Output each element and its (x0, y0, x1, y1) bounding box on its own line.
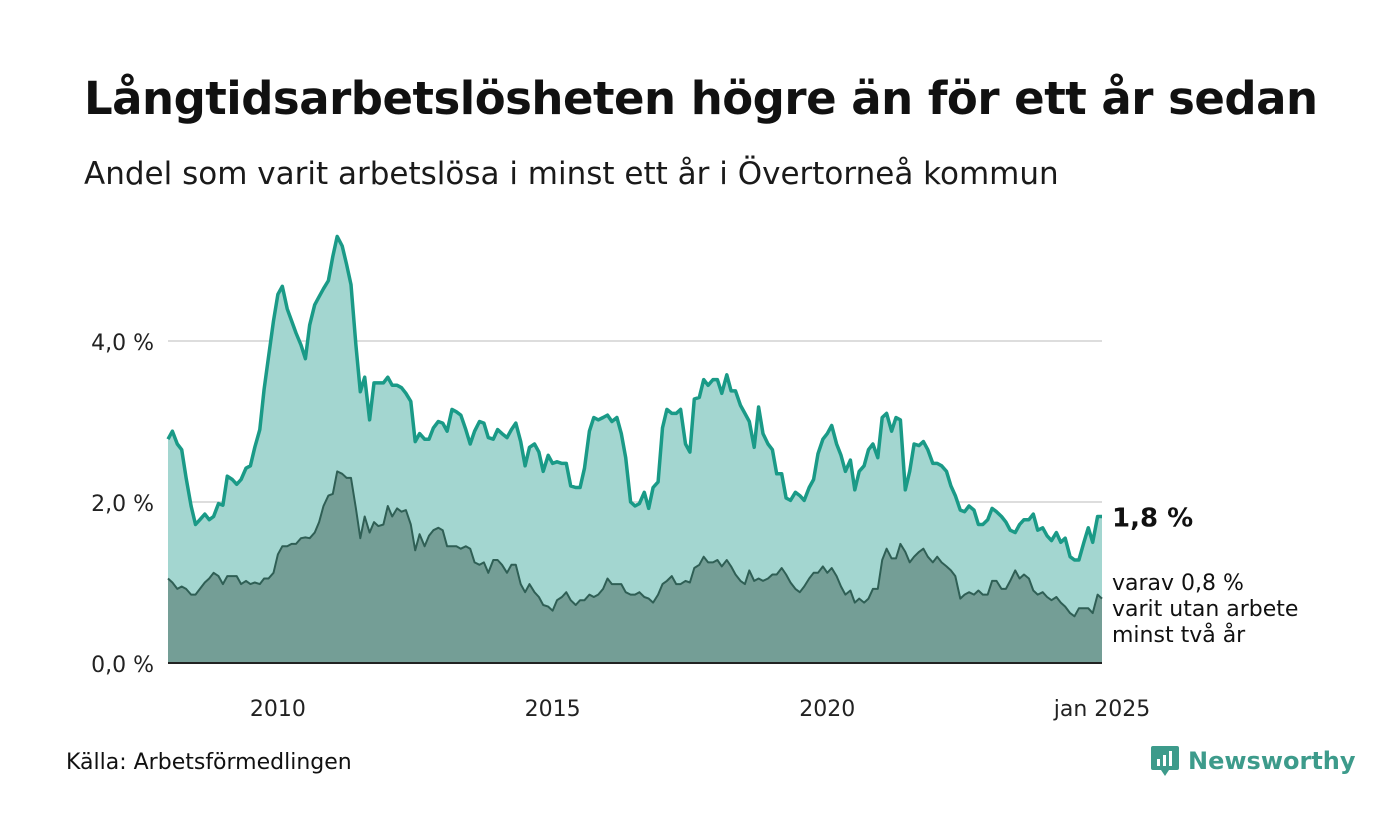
newsworthy-logo-icon (1151, 746, 1179, 776)
annotation-line: minst två år (1112, 622, 1246, 648)
annotation-line: varit utan arbete (1112, 597, 1298, 622)
source-credit: Källa: Arbetsförmedlingen (66, 750, 352, 775)
x-tick-label: 2020 (799, 697, 855, 722)
chart-title: Långtidsarbetslösheten högre än för ett … (84, 72, 1318, 125)
y-axis-labels: 0,0 % 2,0 % 4,0 % (91, 331, 154, 678)
annotation-line: varav 0,8 % (1112, 571, 1244, 596)
series-areas (168, 236, 1102, 663)
brand-name: Newsworthy (1188, 747, 1356, 775)
y-tick-label: 0,0 % (91, 653, 154, 678)
x-axis-labels: 2010 2015 2020 jan 2025 (250, 697, 1150, 722)
x-tick-label: 2010 (250, 697, 306, 722)
series-2-line (167, 470, 1103, 618)
series-1-line (166, 234, 1102, 562)
y-tick-label: 2,0 % (91, 492, 154, 517)
x-tick-label: jan 2025 (1053, 697, 1151, 722)
latest-value-label: 1,8 % (1112, 503, 1193, 533)
series-lines (166, 234, 1103, 618)
chart-subtitle: Andel som varit arbetslösa i minst ett å… (84, 156, 1059, 192)
x-tick-label: 2015 (525, 697, 581, 722)
y-tick-label: 4,0 % (91, 331, 154, 356)
series-2-area (168, 471, 1102, 663)
brand-logo: Newsworthy (1150, 744, 1356, 778)
